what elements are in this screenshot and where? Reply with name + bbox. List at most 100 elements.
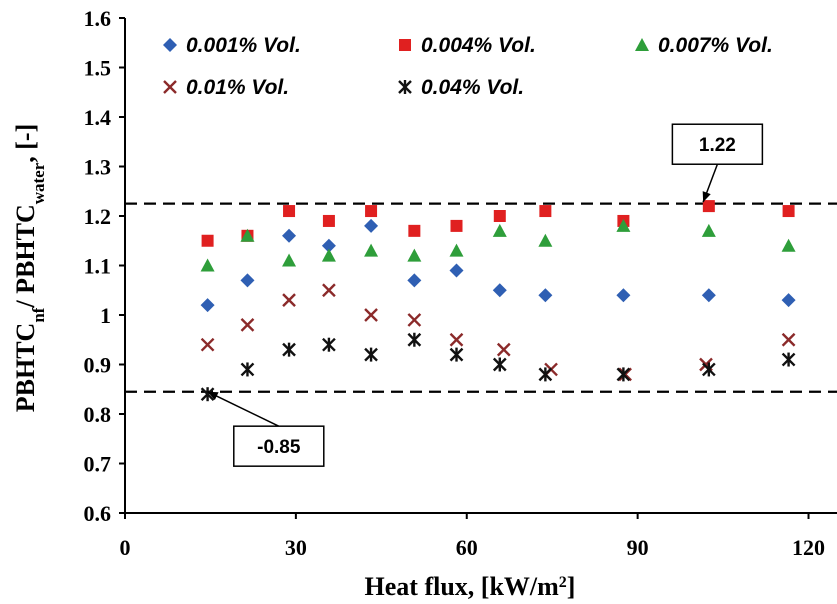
legend-entry: 0.007% Vol. (635, 34, 773, 57)
data-point-series-1 (492, 283, 507, 298)
data-point-series-3 (538, 233, 553, 247)
legend-label: 0.004% Vol. (421, 34, 536, 57)
annotation-arrow-line (207, 391, 280, 427)
legend-label: 0.007% Vol. (658, 34, 773, 57)
x-tick-label: 120 (792, 535, 825, 560)
y-tick-label: 1.1 (84, 254, 112, 279)
data-point-series-4 (449, 332, 464, 347)
annotation-box (233, 425, 325, 467)
legend-marker (635, 38, 649, 51)
data-point-series-4 (781, 332, 796, 347)
data-point-series-1 (449, 263, 464, 278)
data-markers (200, 200, 796, 402)
data-point-series-3 (616, 218, 631, 232)
x-tick-label: 30 (285, 535, 307, 560)
data-point-series-1 (364, 218, 379, 233)
data-point-series-3 (364, 243, 379, 257)
data-point-series-2 (450, 219, 463, 232)
data-point-series-2 (539, 205, 552, 218)
data-point-series-5 (200, 387, 215, 402)
data-point-series-1 (781, 293, 796, 308)
data-point-series-3 (492, 223, 507, 237)
annotation-callout-1: 1.22 (671, 123, 764, 203)
data-point-series-5 (538, 367, 553, 382)
data-point-series-2 (322, 214, 335, 227)
y-tick-label: 0.6 (84, 501, 112, 526)
data-point-series-1 (200, 298, 215, 313)
legend-entry: 0.04% Vol. (398, 76, 524, 99)
data-point-series-2 (365, 205, 378, 218)
data-point-series-5 (282, 342, 296, 357)
legend-label: 0.04% Vol. (421, 76, 524, 99)
data-point-series-3 (282, 253, 297, 267)
data-point-series-1 (616, 288, 631, 303)
data-point-series-3 (240, 228, 255, 242)
data-point-series-2 (702, 200, 715, 213)
data-point-series-1 (701, 288, 716, 303)
legend-entry: 0.004% Vol. (399, 34, 536, 57)
data-point-series-5 (616, 367, 631, 382)
data-point-series-5 (449, 347, 464, 362)
data-point-series-2 (201, 234, 214, 247)
data-point-series-3 (781, 238, 796, 252)
data-point-series-4 (407, 313, 422, 327)
data-point-series-2 (493, 210, 506, 222)
legend-label: 0.001% Vol. (186, 34, 301, 57)
x-tick-label: 0 (120, 535, 131, 560)
data-point-series-5 (240, 362, 255, 377)
reference-lines (125, 202, 837, 393)
y-tick-label: 0.7 (84, 452, 112, 477)
legend: 0.001% Vol. 0.004% Vol. 0.007% Vol. 0.01% V… (163, 34, 773, 99)
x-tick-label: 90 (627, 535, 649, 560)
annotation-box (671, 123, 764, 165)
annotation-label: -0.85 (257, 437, 301, 458)
data-point-series-1 (538, 288, 553, 303)
data-point-series-3 (449, 243, 464, 257)
legend-label: 0.01% Vol. (186, 76, 289, 99)
data-point-series-3 (407, 248, 422, 262)
data-point-series-5 (407, 332, 422, 347)
legend-marker (163, 38, 177, 52)
data-point-series-3 (200, 258, 215, 272)
annotation-label: 1.22 (699, 135, 736, 156)
y-tick-label: 0.9 (84, 353, 112, 378)
data-point-series-2 (782, 205, 795, 218)
data-point-series-5 (701, 362, 716, 377)
legend-marker (398, 80, 412, 94)
data-point-series-5 (492, 357, 507, 372)
data-point-series-2 (408, 224, 421, 237)
y-tick-label: 1.4 (84, 105, 112, 130)
data-point-series-4 (282, 293, 296, 307)
data-point-series-4 (322, 283, 336, 298)
data-point-series-2 (283, 205, 296, 218)
data-point-series-1 (282, 228, 297, 243)
axes: 0.6 0.7 0.8 0.9 1 1.1 1.2 1.3 1.4 1.5 1.6 0 30 60 90 12… (84, 6, 837, 560)
y-tick-label: 0.8 (84, 402, 112, 427)
data-point-series-4 (496, 342, 511, 357)
data-point-series-3 (701, 223, 716, 237)
annotation-arrowhead (207, 391, 219, 400)
y-tick-label: 1.2 (84, 204, 112, 229)
data-point-series-4 (240, 318, 255, 332)
annotation-callout-2: -0.85 (207, 391, 325, 467)
data-point-series-5 (781, 352, 796, 367)
annotation-arrowhead (702, 191, 711, 203)
data-point-series-4 (364, 308, 378, 322)
data-point-series-3 (321, 248, 336, 262)
x-tick-label: 60 (456, 535, 478, 560)
legend-marker (163, 80, 177, 94)
x-axis-title: Heat flux, [kW/m2] (365, 572, 576, 601)
data-point-series-1 (407, 273, 422, 288)
legend-entry: 0.001% Vol. (163, 34, 301, 57)
data-point-series-1 (321, 238, 336, 253)
legend-marker (399, 39, 411, 51)
y-tick-label: 1.6 (84, 6, 112, 31)
data-point-series-4 (618, 367, 632, 382)
annotations: 1.22 -0.85 (207, 123, 764, 467)
data-point-series-4 (200, 337, 215, 352)
y-tick-label: 1.5 (84, 56, 112, 81)
data-point-series-5 (322, 337, 336, 352)
y-tick-label: 1.3 (84, 155, 112, 180)
legend-entry: 0.01% Vol. (163, 76, 289, 99)
